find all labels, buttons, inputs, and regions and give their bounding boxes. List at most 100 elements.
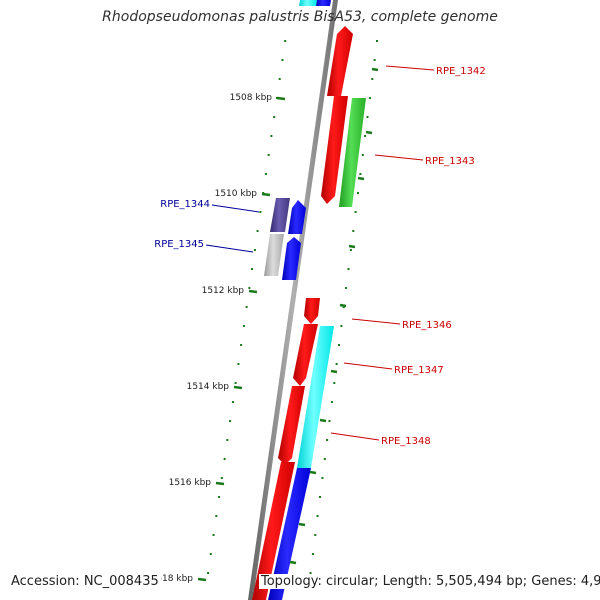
outer-major-tick (371, 67, 379, 72)
gene-label-rpe-1347[interactable]: RPE_1347 (394, 365, 444, 376)
tick-mark (242, 325, 245, 327)
gene-arrow-rpe-1341 (299, 0, 317, 6)
outer-major-tick (298, 522, 306, 527)
tick-mark (319, 496, 321, 498)
gene-arrow-rpe-1345-blue (282, 237, 301, 280)
tick-mark (366, 116, 369, 118)
tick-mark (342, 306, 345, 308)
tick-mark (314, 534, 317, 536)
major-tick (261, 192, 271, 197)
tick-mark (361, 154, 364, 156)
gene-label-rpe-1342[interactable]: RPE_1342 (436, 66, 486, 77)
outer-major-tick (289, 560, 297, 565)
outer-major-tick (357, 176, 365, 181)
gene-arrow-rpe-1343 (339, 98, 366, 207)
major-tick (215, 481, 225, 486)
tick-mark (349, 249, 352, 251)
accession-text: Accession: NC_008435 (9, 574, 161, 589)
major-tick (248, 289, 258, 294)
topology-text: Topology: circular; Length: 5,505,494 bp… (259, 574, 600, 589)
tick-mark (220, 477, 223, 479)
tick-mark (231, 401, 234, 403)
tick-mark (218, 496, 221, 498)
tick-mark (264, 173, 267, 175)
outer-major-tick (309, 470, 317, 475)
tick-mark (273, 116, 276, 118)
tick-mark (335, 363, 338, 365)
tick-mark (207, 572, 210, 574)
tick-mark (284, 40, 287, 42)
tick-mark (251, 268, 254, 270)
gene-arrow-rpe-1348 (297, 326, 334, 468)
tick-mark (234, 382, 237, 384)
outer-major-tick (339, 303, 347, 308)
gene-arrow-rpe-1342-cont (321, 96, 348, 204)
tick-mark (278, 78, 281, 80)
tick-mark (376, 40, 378, 42)
tick-mark (326, 439, 329, 441)
tick-mark (333, 382, 336, 384)
gene-label-layer: RPE_1342 RPE_1343 RPE_1344 RPE_1345 RPE_1346… (154, 65, 486, 447)
outer-major-tick (319, 418, 327, 423)
tick-mark (248, 287, 251, 289)
tick-mark (281, 59, 284, 61)
tick-mark (245, 306, 248, 308)
tick-mark (352, 230, 355, 232)
tick-mark (311, 553, 314, 555)
tick-mark (212, 534, 215, 536)
scale-label: 1512 kbp (202, 286, 245, 296)
tick-layer (207, 40, 379, 574)
tick-mark (354, 211, 357, 213)
outer-major-tick (330, 369, 338, 374)
tick-mark (237, 363, 240, 365)
gene-arrow-rpe-1345 (264, 234, 284, 276)
gene-leader-line (351, 318, 401, 325)
gene-leader-line (374, 154, 424, 161)
map-title: Rhodopseudomonas palustris BisA53, compl… (102, 9, 498, 25)
gene-label-rpe-1344[interactable]: RPE_1344 (160, 199, 210, 210)
major-tick (233, 385, 243, 390)
major-tick (276, 96, 286, 101)
tick-mark (330, 401, 333, 403)
gene-arrow-rpe-1342 (327, 26, 353, 96)
genome-backbone (248, 0, 338, 600)
tick-mark (275, 97, 278, 99)
tick-mark (270, 135, 273, 137)
tick-mark (240, 344, 243, 346)
gene-leader-line (205, 244, 254, 253)
gene-arrow-rpe-1346 (304, 298, 320, 324)
gene-label-rpe-1346[interactable]: RPE_1346 (402, 320, 452, 331)
tick-mark (267, 154, 270, 156)
tick-mark (347, 268, 350, 270)
scale-label: 1514 kbp (187, 382, 230, 392)
tick-mark (373, 59, 376, 61)
gene-label-rpe-1343[interactable]: RPE_1343 (425, 156, 475, 167)
gene-label-rpe-1348[interactable]: RPE_1348 (381, 436, 431, 447)
scale-label: 1508 kbp (230, 93, 273, 103)
gene-arrow-rpe-1344-blue (288, 200, 306, 234)
scale-label: 1510 kbp (215, 189, 258, 199)
tick-mark (223, 458, 226, 460)
tick-mark (253, 249, 256, 251)
gene-label-rpe-1345[interactable]: RPE_1345 (154, 239, 204, 250)
tick-mark (323, 458, 326, 460)
gene-leader-line (385, 65, 435, 71)
scale-label: 1518 kbp (151, 574, 194, 584)
tick-mark (226, 439, 229, 441)
gene-leader-line (211, 204, 260, 213)
gene-leader-line (330, 432, 380, 441)
tick-mark (215, 515, 218, 517)
gene-arrow-rpe-1348-red (278, 386, 305, 465)
tick-mark (309, 572, 312, 574)
gene-arrow-rpe-1350 (268, 468, 311, 600)
tick-mark (368, 97, 371, 99)
tick-mark (256, 230, 259, 232)
gene-arrow-rpe-1349 (252, 462, 295, 600)
gene-arrow-rpe-1341b (316, 0, 331, 6)
tick-mark (340, 325, 343, 327)
tick-mark (371, 78, 374, 80)
tick-mark (316, 515, 319, 517)
tick-mark (338, 344, 340, 346)
